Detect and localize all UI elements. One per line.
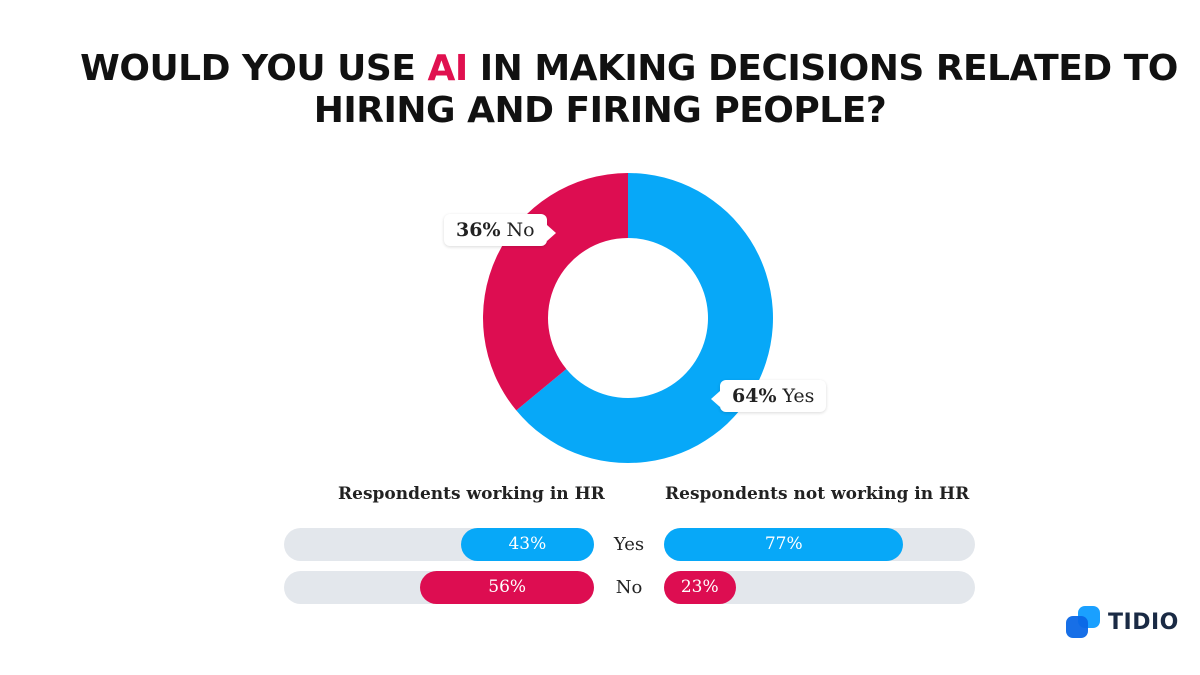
nonhr-no-value: 23% (680, 577, 719, 597)
title-part-2: IN MAKING DECISIONS RELATED TO (467, 48, 1179, 89)
donut-slice-yes (516, 173, 773, 464)
callout-yes: 64% Yes (711, 380, 827, 412)
group-title-hr: Respondents working in HR (338, 484, 605, 504)
callout-no-label: No (500, 219, 535, 241)
hr-no-bar: 56% (420, 571, 594, 604)
hr-no-value: 56% (488, 577, 527, 597)
nonhr-yes-track: 77% (664, 528, 975, 561)
callout-no-pointer (546, 225, 556, 241)
chart-title: WOULD YOU USE AI IN MAKING DECISIONS REL… (0, 48, 1200, 132)
tidio-logo-text: TIDIO (1108, 609, 1179, 635)
callout-yes-percent: 64% (732, 385, 777, 407)
nonhr-no-track: 23% (664, 571, 975, 604)
callout-no: 36% No (444, 214, 556, 246)
nonhr-no-bar: 23% (664, 571, 736, 604)
hr-yes-bar: 43% (460, 528, 594, 561)
hr-yes-track: 43% (284, 528, 594, 561)
row-label-no: No (615, 577, 643, 598)
title-part-1: WOULD YOU USE (80, 48, 428, 89)
callout-no-percent: 36% (456, 219, 501, 241)
row-label-yes: Yes (613, 534, 645, 555)
title-line-2: HIRING AND FIRING PEOPLE? (313, 90, 887, 131)
donut-slice-no (483, 173, 628, 411)
tidio-logo: TIDIO (1066, 606, 1179, 638)
nonhr-yes-value: 77% (764, 534, 803, 554)
group-title-non-hr: Respondents not working in HR (665, 484, 970, 504)
title-accent: AI (427, 48, 468, 89)
hr-no-track: 56% (284, 571, 594, 604)
donut-chart (483, 173, 773, 464)
nonhr-yes-bar: 77% (664, 528, 904, 561)
tidio-logo-icon (1066, 606, 1100, 638)
callout-yes-pointer (711, 391, 720, 407)
callout-yes-label: Yes (776, 385, 815, 407)
hr-yes-value: 43% (508, 534, 547, 554)
